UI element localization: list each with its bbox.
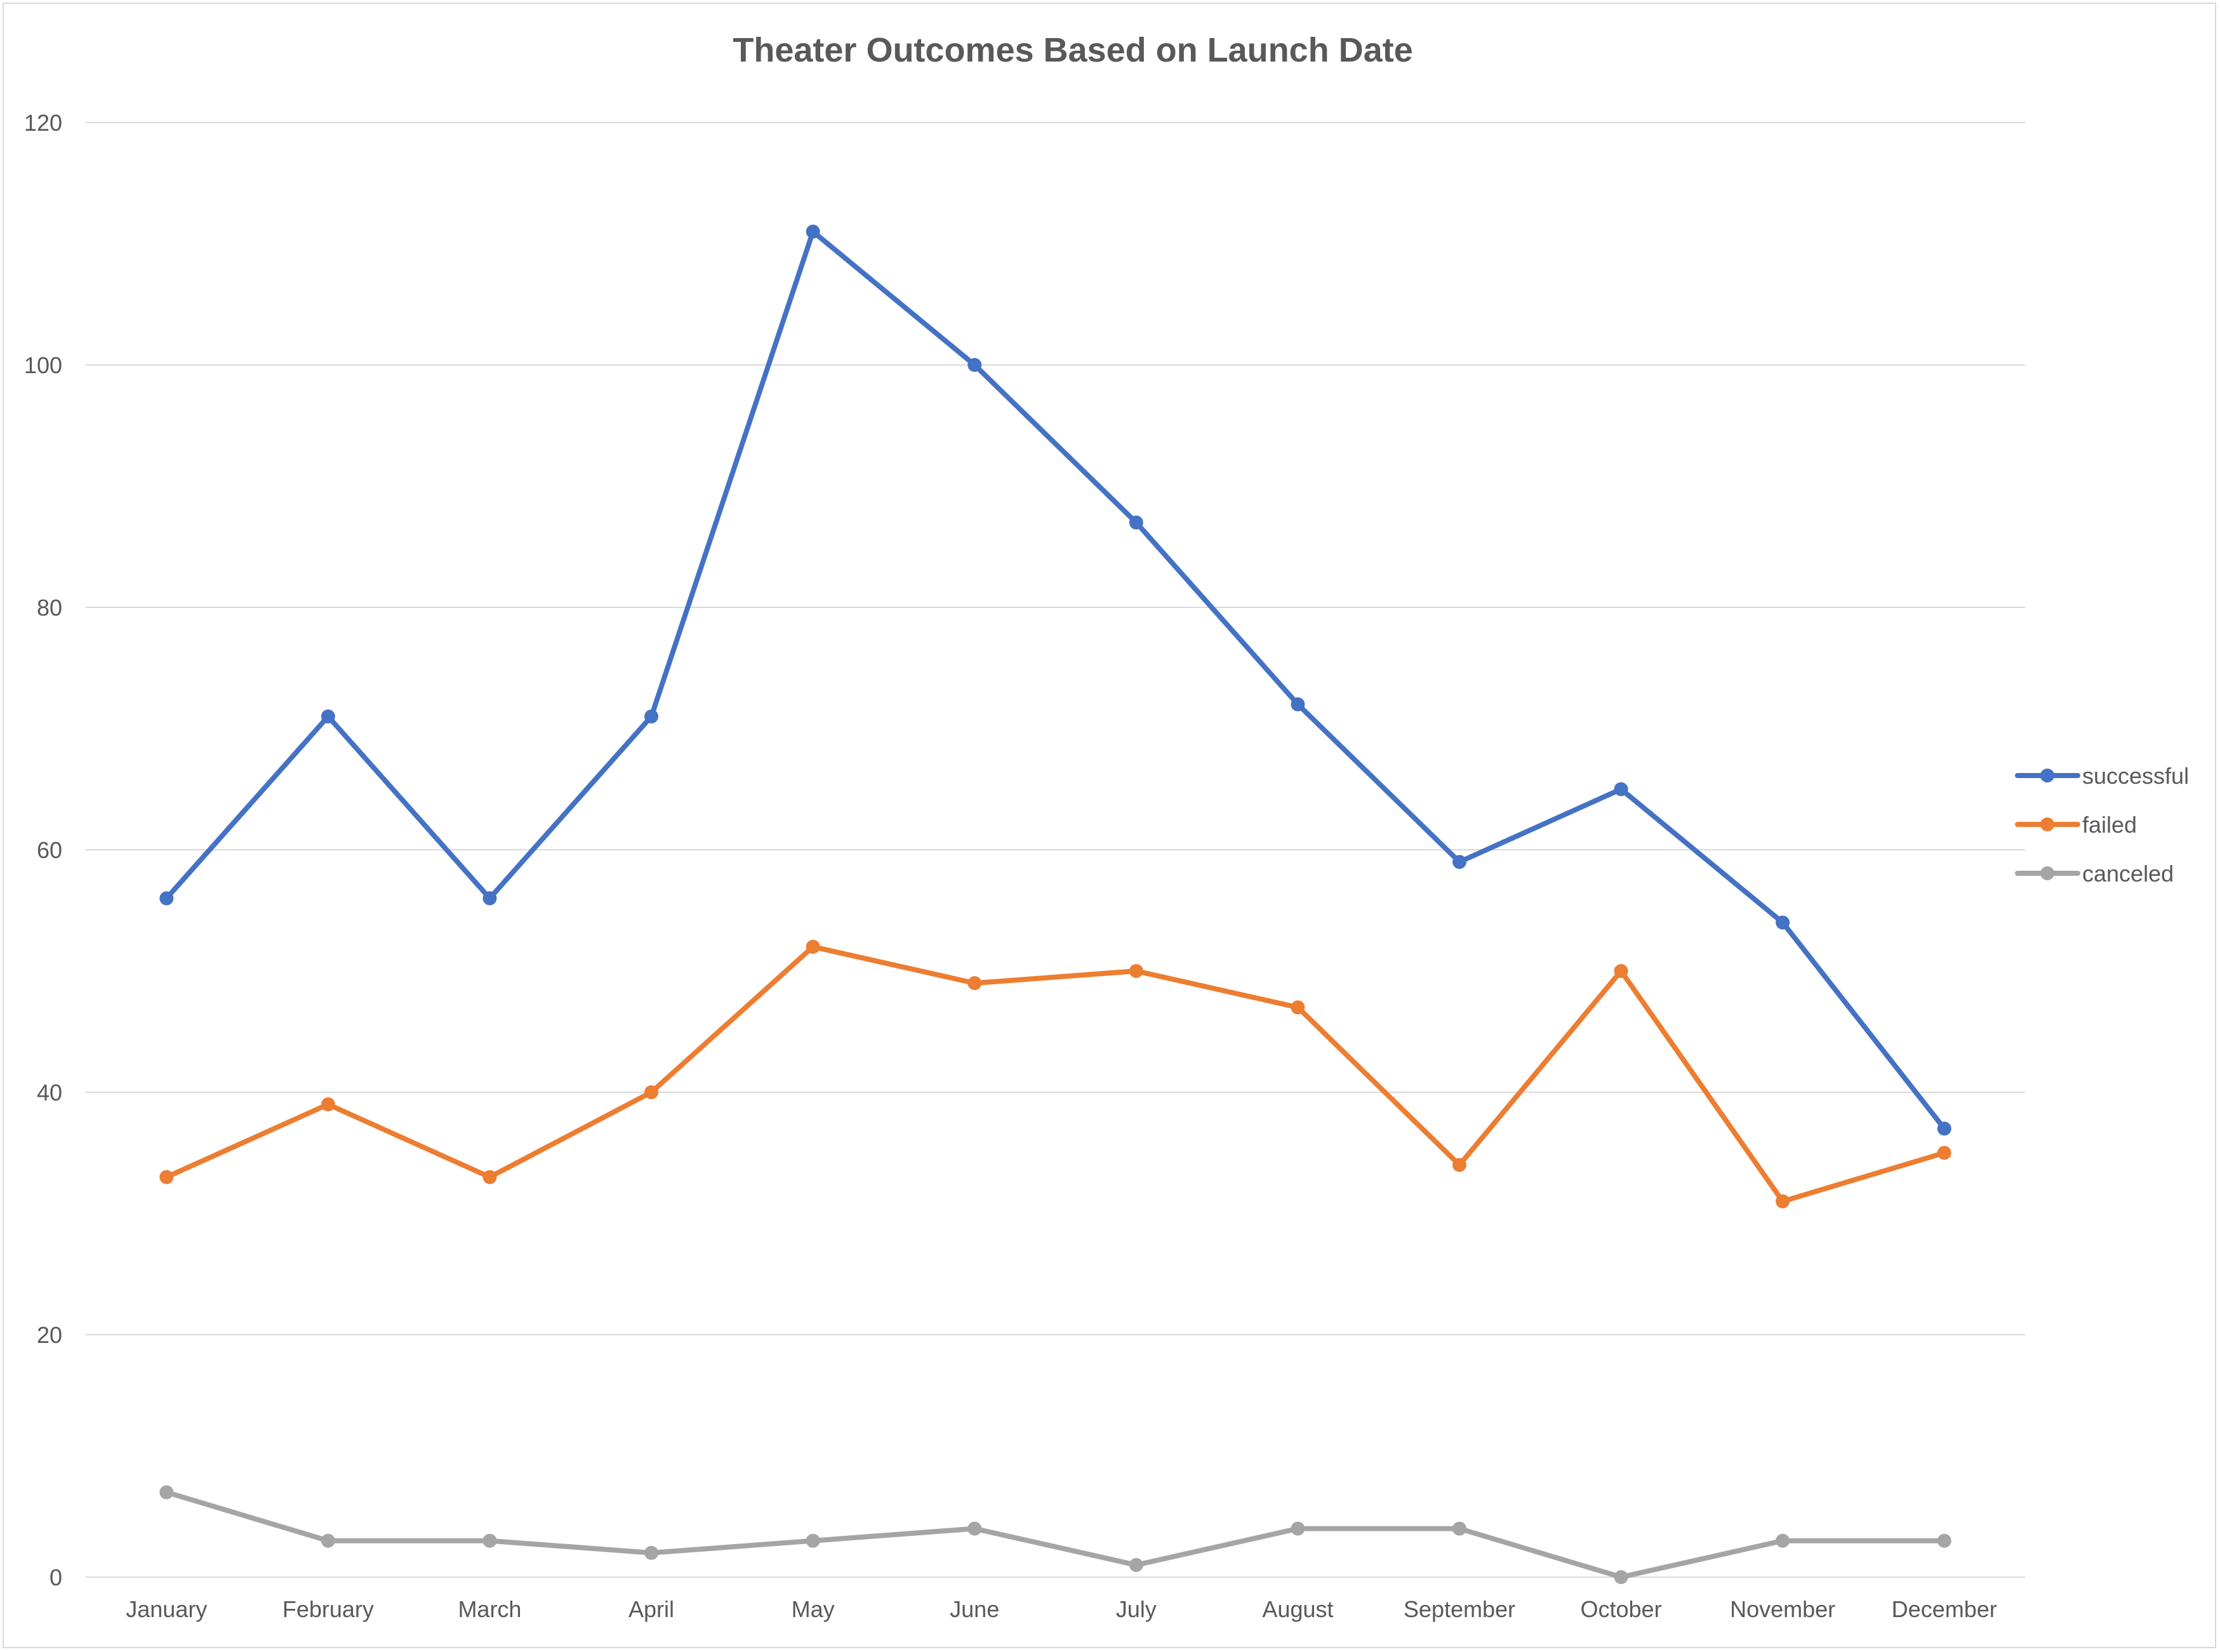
x-tick-label: June xyxy=(950,1596,999,1622)
x-tick-label: May xyxy=(792,1596,835,1622)
legend: successful failed canceled xyxy=(2015,763,2189,887)
x-tick-label: January xyxy=(126,1596,207,1622)
legend-label: failed xyxy=(2082,812,2137,838)
data-point-successful xyxy=(1937,1121,1951,1136)
data-point-failed xyxy=(482,1170,497,1184)
data-point-failed xyxy=(967,976,982,991)
x-tick-label: September xyxy=(1404,1596,1515,1622)
series-lines xyxy=(159,224,1951,1584)
y-tick-label: 100 xyxy=(24,352,62,378)
data-point-failed xyxy=(1937,1146,1951,1160)
y-tick-label: 120 xyxy=(24,110,62,136)
data-point-canceled xyxy=(1291,1521,1305,1536)
data-point-successful xyxy=(806,224,820,239)
data-point-failed xyxy=(1776,1194,1790,1208)
data-point-successful xyxy=(967,358,982,372)
x-tick-label: February xyxy=(282,1596,374,1622)
series-successful xyxy=(159,224,1951,1136)
data-point-failed xyxy=(1291,1000,1305,1015)
legend-item-failed: failed xyxy=(2015,812,2137,838)
series-line-canceled xyxy=(164,1490,1947,1580)
axes: 0 20 40 60 80 100 120 January February March April… xyxy=(24,110,1997,1622)
series-canceled xyxy=(159,1485,1951,1584)
data-point-successful xyxy=(644,709,659,724)
y-tick-label: 0 xyxy=(50,1564,62,1590)
chart-frame xyxy=(3,3,2216,1648)
data-point-canceled xyxy=(159,1485,174,1500)
data-point-failed xyxy=(1614,964,1628,978)
data-point-failed xyxy=(1452,1158,1466,1172)
x-tick-label: April xyxy=(628,1596,674,1622)
data-point-canceled xyxy=(1937,1533,1951,1548)
data-point-successful xyxy=(1452,855,1466,869)
data-point-successful xyxy=(1776,915,1790,930)
series-line-failed xyxy=(164,944,1947,1204)
data-point-successful xyxy=(1614,782,1628,796)
data-point-canceled xyxy=(1776,1533,1790,1548)
y-tick-label: 60 xyxy=(37,837,62,863)
legend-label: successful xyxy=(2082,763,2189,789)
legend-marker xyxy=(2040,817,2054,831)
x-tick-label: December xyxy=(1892,1596,1997,1622)
x-tick-label: October xyxy=(1581,1596,1662,1622)
data-point-successful xyxy=(321,709,335,724)
data-point-canceled xyxy=(321,1533,335,1548)
legend-item-canceled: canceled xyxy=(2015,861,2174,887)
x-tick-label: March xyxy=(458,1596,521,1622)
data-point-successful xyxy=(482,891,497,906)
legend-label: canceled xyxy=(2082,861,2174,887)
gridlines xyxy=(86,122,2025,1578)
x-tick-label: August xyxy=(1262,1596,1333,1622)
data-point-canceled xyxy=(1129,1557,1143,1572)
data-point-successful xyxy=(1291,697,1305,711)
series-failed xyxy=(159,939,1951,1208)
data-point-canceled xyxy=(482,1533,497,1548)
chart-title: Theater Outcomes Based on Launch Date xyxy=(733,31,1412,69)
x-tick-label: July xyxy=(1116,1596,1157,1622)
data-point-canceled xyxy=(1452,1521,1466,1536)
data-point-canceled xyxy=(967,1521,982,1536)
y-tick-label: 20 xyxy=(37,1322,62,1348)
data-point-failed xyxy=(321,1097,335,1112)
data-point-failed xyxy=(159,1170,174,1184)
data-point-failed xyxy=(1129,964,1143,978)
data-point-successful xyxy=(1129,515,1143,530)
y-tick-label: 80 xyxy=(37,595,62,621)
data-point-failed xyxy=(806,939,820,954)
legend-marker xyxy=(2040,769,2054,783)
x-tick-label: November xyxy=(1730,1596,1835,1622)
data-point-canceled xyxy=(806,1533,820,1548)
legend-marker xyxy=(2040,866,2054,880)
series-line-successful xyxy=(164,228,1947,1132)
data-point-failed xyxy=(644,1085,659,1099)
data-point-canceled xyxy=(644,1545,659,1560)
legend-item-successful: successful xyxy=(2015,763,2189,789)
data-point-canceled xyxy=(1614,1570,1628,1584)
data-point-successful xyxy=(159,891,174,906)
y-tick-label: 40 xyxy=(37,1080,62,1106)
